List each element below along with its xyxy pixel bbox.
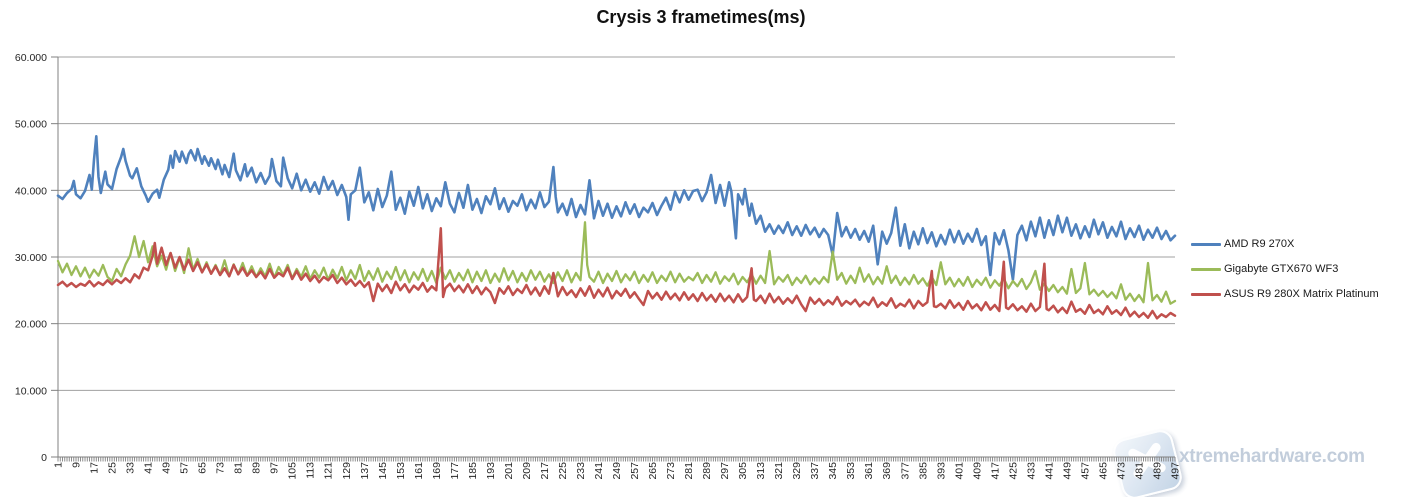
x-tick-label: 169 (431, 462, 443, 480)
legend-label: Gigabyte GTX670 WF3 (1224, 263, 1339, 275)
x-tick-label: 41 (143, 462, 155, 474)
x-tick-label: 321 (773, 462, 785, 480)
x-tick-label: 361 (863, 462, 875, 480)
x-tick-label: 137 (359, 462, 371, 480)
x-tick-label: 65 (197, 462, 209, 474)
x-tick-label: 489 (1151, 462, 1163, 480)
legend-label: AMD R9 270X (1224, 238, 1295, 250)
xtremehardware-logo-icon (1110, 427, 1185, 497)
x-glyph-icon (1128, 442, 1166, 479)
x-tick-label: 105 (287, 462, 299, 480)
x-tick-label: 201 (503, 462, 515, 480)
y-tick-label: 0 (41, 452, 47, 464)
x-tick-label: 249 (611, 462, 623, 480)
x-tick-label: 473 (1115, 462, 1127, 480)
x-tick-label: 89 (251, 462, 263, 474)
legend-item: ASUS R9 280X Matrix Platinum (1191, 287, 1379, 301)
legend-item: AMD R9 270X (1191, 237, 1379, 251)
y-tick-label: 60.000 (15, 52, 47, 64)
y-tick-label: 50.000 (15, 119, 47, 131)
x-tick-label: 337 (809, 462, 821, 480)
y-tick-label: 10.000 (15, 385, 47, 397)
x-tick-label: 433 (1025, 462, 1037, 480)
x-tick-label: 73 (215, 462, 227, 474)
x-tick-label: 273 (665, 462, 677, 480)
x-tick-label: 113 (305, 462, 317, 479)
x-tick-label: 25 (107, 462, 119, 474)
x-tick-label: 417 (989, 462, 1001, 480)
x-tick-label: 449 (1061, 462, 1073, 480)
x-tick-label: 121 (323, 462, 335, 480)
x-tick-label: 129 (341, 462, 353, 480)
x-tick-label: 305 (737, 462, 749, 480)
x-tick-label: 209 (521, 462, 533, 480)
x-tick-label: 289 (701, 462, 713, 480)
x-tick-label: 9 (71, 462, 83, 468)
x-tick-label: 193 (485, 462, 497, 480)
legend-item: Gigabyte GTX670 WF3 (1191, 262, 1379, 276)
x-ticks (57, 457, 1176, 462)
x-tick-label: 401 (953, 462, 965, 480)
x-tick-label: 369 (881, 462, 893, 480)
x-tick-label: 465 (1097, 462, 1109, 480)
x-tick-label: 345 (827, 462, 839, 480)
legend: AMD R9 270X Gigabyte GTX670 WF3 ASUS R9 28… (1191, 237, 1379, 312)
x-tick-label: 385 (917, 462, 929, 480)
x-tick-label: 257 (629, 462, 641, 480)
x-tick-label: 457 (1079, 462, 1091, 480)
x-tick-label: 145 (377, 462, 389, 480)
x-tick-label: 233 (575, 462, 587, 480)
x-tick-label: 153 (395, 462, 407, 480)
x-tick-label: 425 (1007, 462, 1019, 480)
x-tick-label: 1 (53, 462, 65, 468)
x-tick-label: 161 (413, 462, 425, 480)
x-tick-label: 49 (161, 462, 173, 474)
x-tick-label: 313 (755, 462, 767, 480)
series-line (56, 135, 1177, 282)
chart-title: Crysis 3 frametimes(ms) (596, 7, 806, 27)
x-tick-label: 329 (791, 462, 803, 480)
x-tick-label: 409 (971, 462, 983, 480)
watermark-text: xtremehardware.com (1179, 446, 1365, 467)
x-tick-label: 241 (593, 462, 605, 480)
x-tick-label: 441 (1043, 462, 1055, 480)
x-tick-label: 353 (845, 462, 857, 480)
x-tick-label: 393 (935, 462, 947, 480)
legend-line-swatch (1191, 242, 1221, 246)
x-tick-label: 225 (557, 462, 569, 480)
x-tick-label: 265 (647, 462, 659, 480)
x-tick-label: 217 (539, 462, 551, 480)
x-tick-label: 57 (179, 462, 191, 474)
y-tick-label: 40.000 (15, 185, 47, 197)
x-tick-label: 281 (683, 462, 695, 480)
x-tick-label: 81 (233, 462, 245, 474)
x-tick-label: 17 (89, 462, 101, 474)
x-tick-label: 297 (719, 462, 731, 480)
legend-line-swatch (1191, 292, 1221, 296)
x-tick-label: 481 (1133, 462, 1145, 480)
x-tick-label: 377 (899, 462, 911, 480)
x-tick-label: 177 (449, 462, 461, 480)
x-tick-label: 33 (125, 462, 137, 474)
legend-label: ASUS R9 280X Matrix Platinum (1224, 288, 1379, 300)
y-tick-label: 20.000 (15, 319, 47, 331)
x-tick-label: 497 (1170, 462, 1182, 480)
y-tick-label: 30.000 (15, 252, 47, 264)
x-tick-label: 185 (467, 462, 479, 480)
legend-line-swatch (1191, 267, 1221, 271)
x-tick-label: 97 (269, 462, 281, 474)
series-line (56, 227, 1177, 320)
